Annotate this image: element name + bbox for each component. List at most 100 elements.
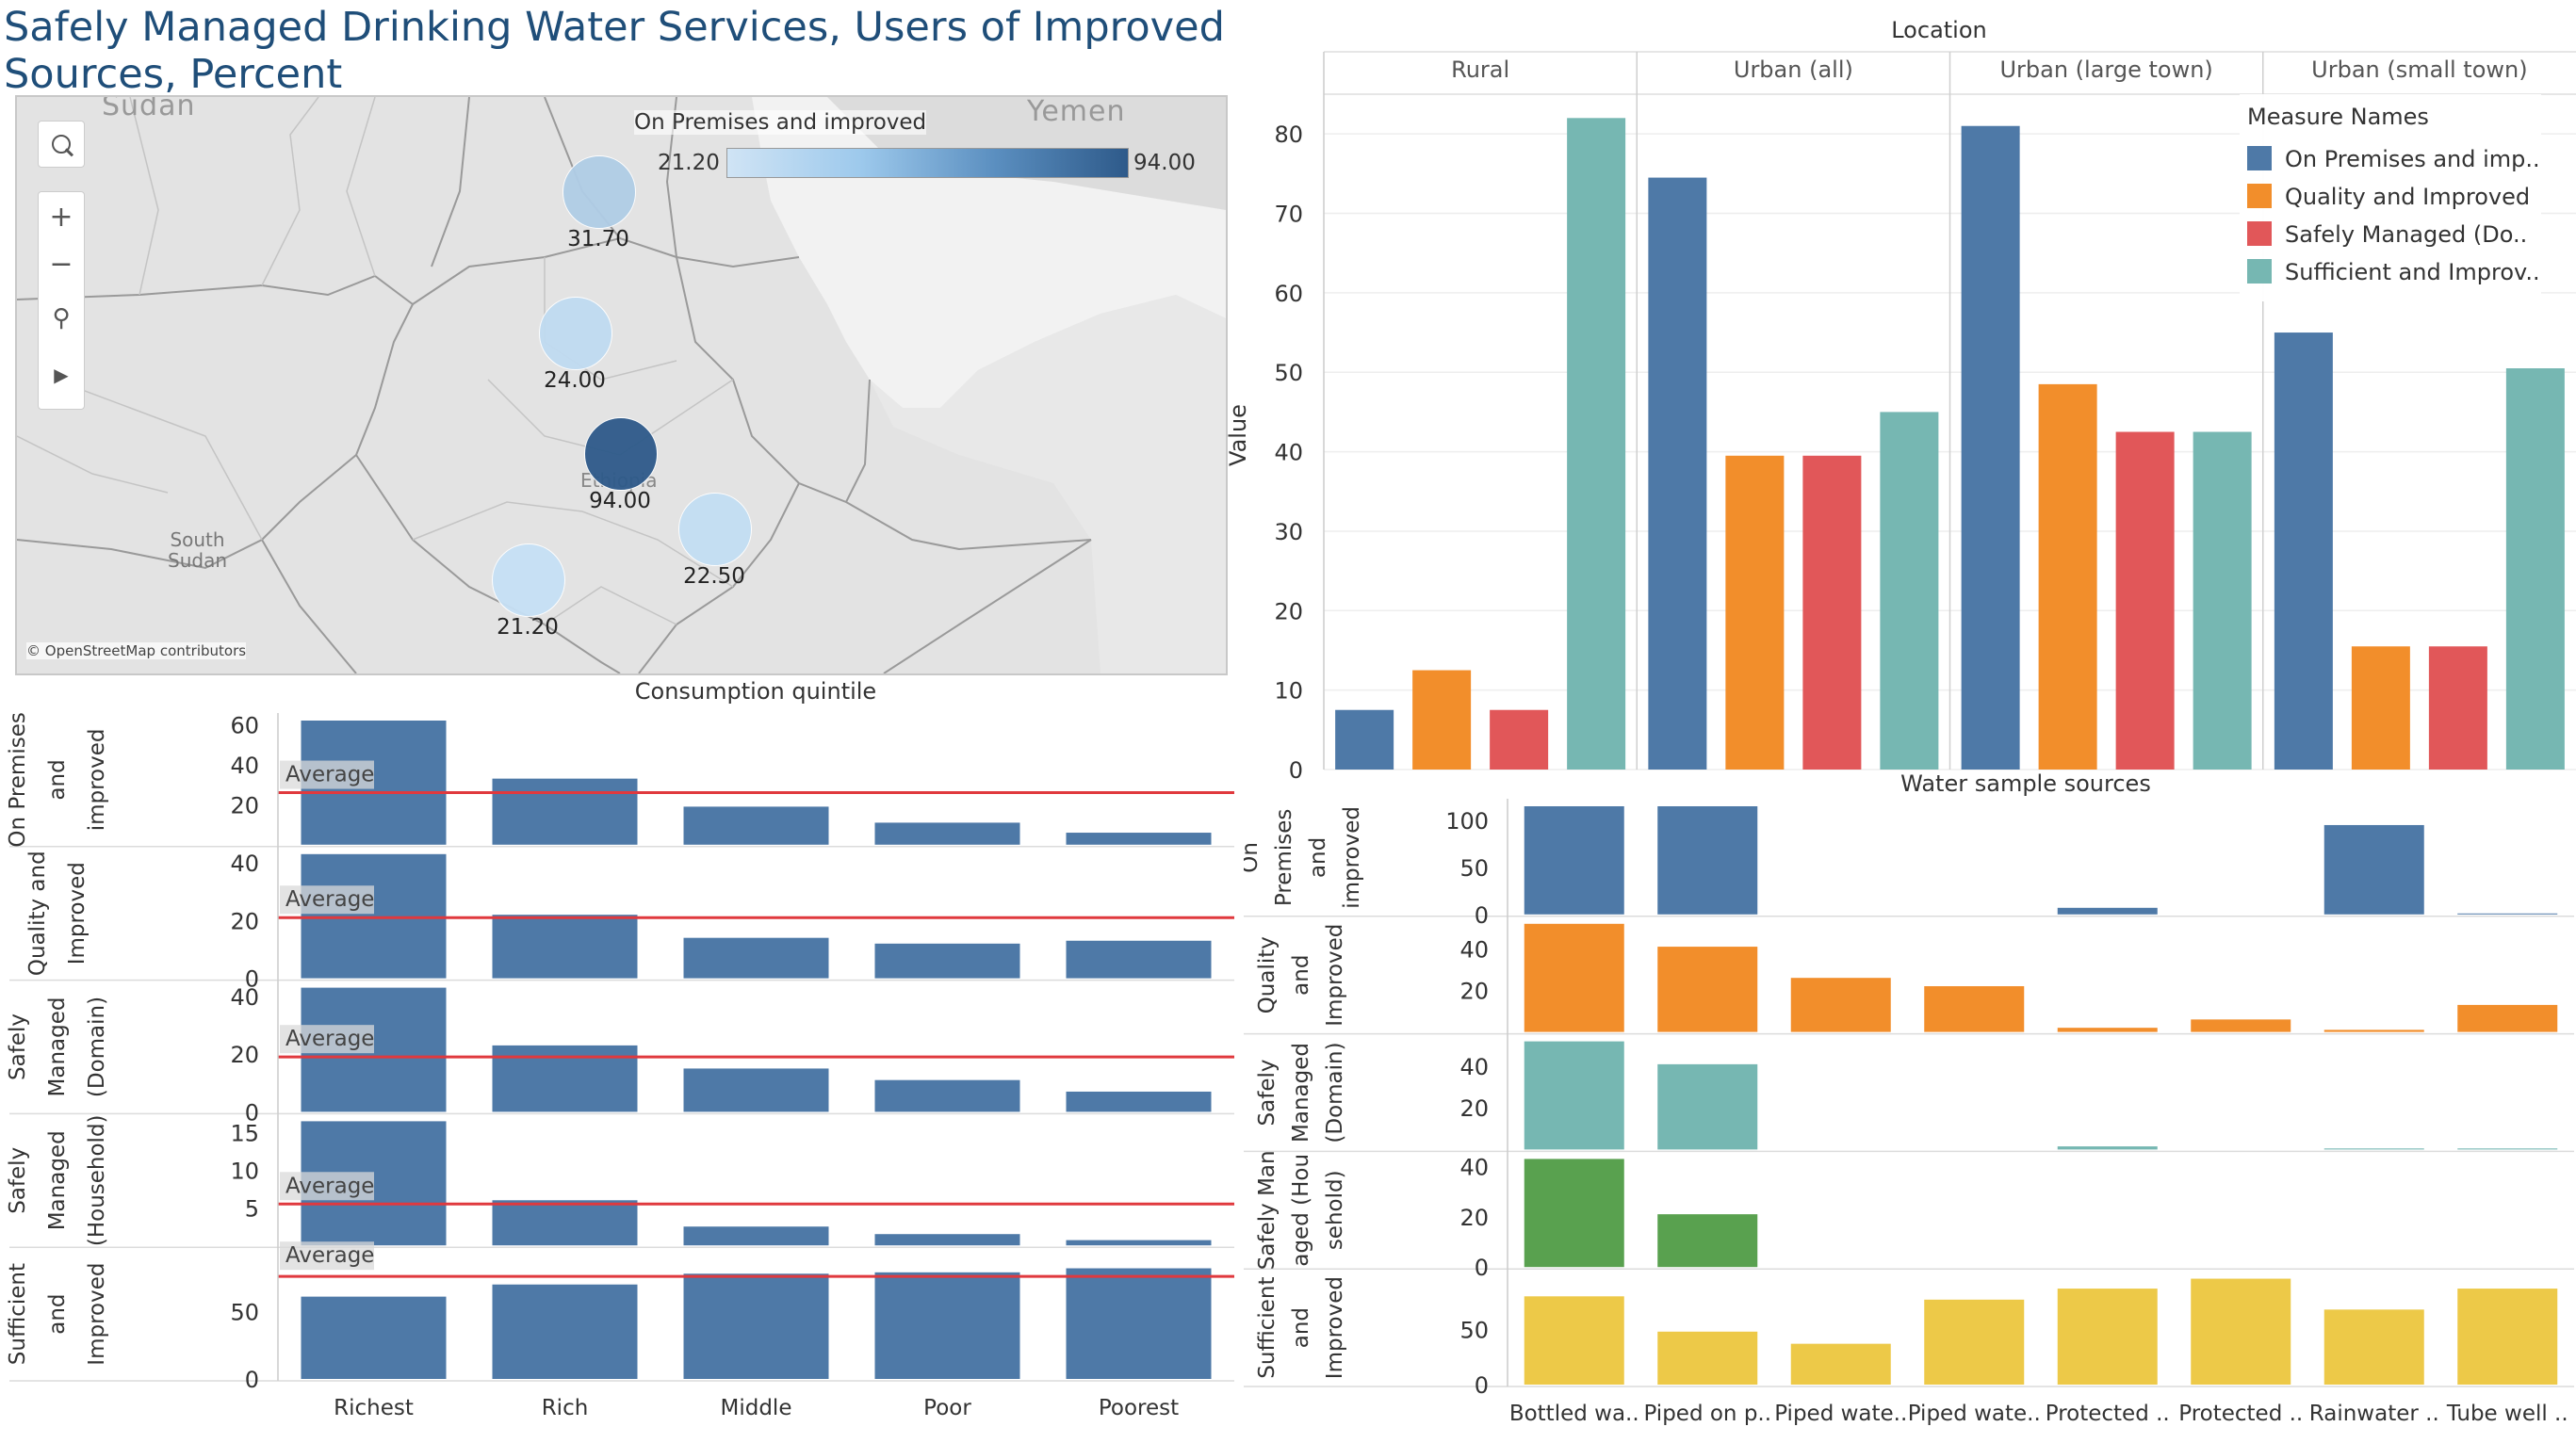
consumption-row-label: Improved: [85, 1263, 109, 1366]
consumption-bar: [683, 1226, 829, 1246]
water-row-label: aged (Hou: [1289, 1154, 1313, 1267]
water-y-tick: 0: [1475, 1255, 1489, 1281]
location-legend-swatch: [2247, 259, 2272, 284]
consumption-bar: [1066, 940, 1212, 979]
consumption-bar: [492, 1045, 638, 1112]
water-row-label: On: [1244, 842, 1263, 873]
location-category-header: Rural: [1451, 57, 1509, 83]
location-legend-label: Quality and Improved: [2285, 184, 2530, 210]
water-bar: [1657, 1063, 1758, 1150]
expand-toolbar-button[interactable]: ▶: [39, 352, 84, 397]
consumption-y-tick: 20: [230, 792, 259, 819]
water-x-tick: Piped wate..: [1908, 1402, 2041, 1426]
location-bar: [1335, 709, 1394, 770]
map-point-label: 22.50: [683, 564, 745, 589]
water-bar: [2323, 824, 2424, 915]
consumption-average-label-bg: [280, 760, 374, 789]
water-y-tick: 20: [1459, 978, 1489, 1004]
pin-icon: ⚲: [52, 304, 71, 332]
consumption-average-label: Average: [285, 1174, 374, 1198]
location-legend-swatch: [2247, 221, 2272, 246]
consumption-row-label: Quality and: [25, 851, 50, 976]
dashboard-title: Safely Managed Drinking Water Services, …: [4, 4, 1225, 98]
consumption-bar: [492, 778, 638, 845]
consumption-y-tick: 15: [230, 1120, 259, 1146]
location-y-tick: 50: [1274, 360, 1303, 386]
consumption-chart-title: Consumption quintile: [635, 678, 876, 705]
consumption-bar: [301, 853, 447, 979]
map-label-south-sudan: South Sudan: [168, 529, 227, 571]
consumption-y-tick: 40: [230, 753, 259, 779]
water-row-label: improved: [1340, 806, 1364, 909]
consumption-row-label: (Household): [85, 1114, 109, 1246]
location-y-tick: 70: [1274, 202, 1303, 228]
map-point[interactable]: [539, 297, 612, 370]
location-bar: [1802, 455, 1862, 770]
water-y-tick: 0: [1475, 902, 1489, 929]
map-point-label: 24.00: [544, 368, 606, 393]
consumption-y-tick: 50: [230, 1299, 259, 1325]
zoom-in-button[interactable]: +: [39, 194, 84, 239]
consumption-row-label: Improved: [65, 862, 90, 965]
location-bar: [2505, 368, 2565, 770]
map-points-layer: 31.70 24.00 94.00 22.50 21.20: [17, 97, 1226, 673]
water-row-label: (Domain): [1323, 1042, 1347, 1143]
water-row-label: Improved: [1323, 1276, 1347, 1379]
consumption-row-label: Safely: [6, 1147, 30, 1214]
water-bar: [1790, 978, 1891, 1032]
consumption-row-label: Managed: [45, 1130, 70, 1230]
map-point-label: 94.00: [589, 489, 651, 513]
water-bar: [1657, 806, 1758, 915]
consumption-row-label: Sufficient: [6, 1263, 30, 1365]
water-bar: [2191, 1278, 2291, 1385]
consumption-y-tick: 0: [245, 1099, 259, 1126]
consumption-bar: [1066, 1240, 1212, 1246]
water-y-tick: 100: [1445, 808, 1489, 835]
consumption-average-label-bg: [280, 885, 374, 915]
consumption-bar: [874, 943, 1020, 979]
water-row-label: Safely Man: [1255, 1150, 1280, 1270]
water-x-tick: Piped on p..: [1643, 1402, 1771, 1426]
map-toolbar: + − ⚲ ▶: [38, 191, 85, 410]
location-y-tick: 30: [1274, 519, 1303, 545]
map-point-label: 31.70: [567, 227, 629, 251]
water-row-label: Quality: [1255, 936, 1280, 1013]
water-sample-sources-chart[interactable]: Water sample sources On Premises and improve…: [1244, 772, 2576, 1443]
map-point[interactable]: [678, 493, 752, 566]
consumption-average-label-bg: [280, 1241, 374, 1271]
consumption-x-tick: Middle: [721, 1396, 792, 1420]
consumption-bar: [874, 822, 1020, 845]
water-row-label: sehold): [1323, 1170, 1347, 1250]
consumption-y-tick: 0: [245, 966, 259, 993]
consumption-bar: [492, 1200, 638, 1246]
water-bar: [2323, 1148, 2424, 1150]
location-category-header: Urban (small town): [2311, 57, 2527, 83]
map-point[interactable]: [562, 155, 636, 229]
map-search-button[interactable]: [38, 121, 85, 168]
map-legend-max: 94.00: [1133, 151, 1196, 175]
location-legend-label: Sufficient and Improv..: [2285, 259, 2540, 285]
location-legend-label: On Premises and imp..: [2285, 146, 2540, 172]
water-chart-title: Water sample sources: [1900, 772, 2151, 797]
water-row-label: and: [1289, 955, 1313, 996]
location-bar: [2274, 332, 2333, 770]
location-chart-title: Location: [1891, 17, 1987, 43]
consumption-bar: [1066, 1268, 1212, 1379]
zoom-out-button[interactable]: −: [39, 241, 84, 286]
location-legend-title: Measure Names: [2247, 104, 2429, 130]
water-y-tick: 40: [1459, 1154, 1489, 1180]
location-bar-chart[interactable]: Location Value 0 10 20 30 40 50 60 70 80 Rural Urban…: [1225, 9, 2576, 782]
consumption-bar: [301, 1296, 447, 1379]
consumption-quintile-chart[interactable]: Consumption quintile On Premises and improv…: [0, 671, 1244, 1443]
water-bar: [1524, 1296, 1624, 1385]
consumption-row-label: improved: [85, 729, 109, 832]
water-y-tick: 40: [1459, 1054, 1489, 1080]
map-point[interactable]: [492, 543, 565, 617]
water-bar: [2323, 1030, 2424, 1032]
map-panel[interactable]: Sudan Yemen South Sudan Ethiopia 31.7024…: [15, 95, 1228, 675]
consumption-average-label: Average: [285, 1243, 374, 1268]
pin-map-button[interactable]: ⚲: [39, 296, 84, 341]
map-point[interactable]: [584, 417, 658, 491]
location-bar: [2038, 383, 2097, 770]
water-bar: [1924, 986, 2025, 1032]
